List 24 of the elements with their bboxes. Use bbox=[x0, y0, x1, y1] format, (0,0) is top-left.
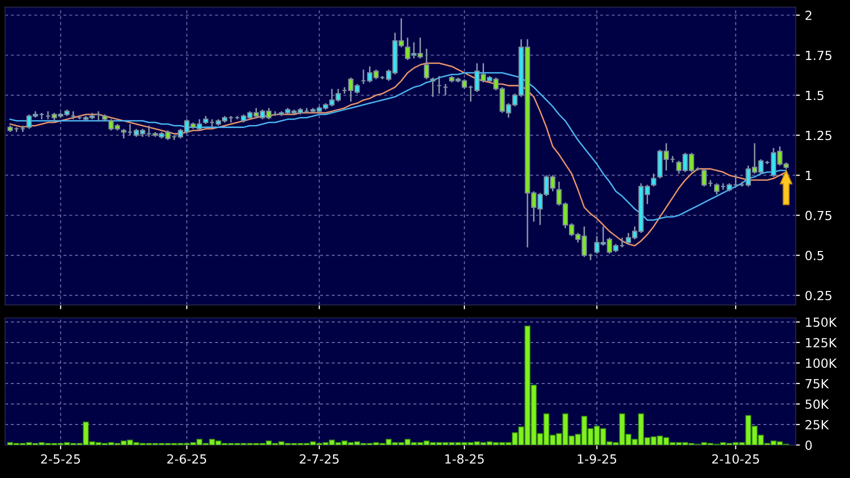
y-tick-label: 1 bbox=[806, 170, 812, 180]
x-tick-label: 2-5-25 bbox=[41, 454, 80, 464]
y-tick-label: 25K bbox=[806, 420, 829, 430]
x-tick-label: 2-6-25 bbox=[167, 454, 206, 464]
y-tick-label: 50K bbox=[806, 399, 829, 409]
x-tick-label: 2-10-25 bbox=[712, 454, 759, 464]
y-tick-label: 0 bbox=[805, 440, 812, 450]
x-tick-label: 1-9-25 bbox=[578, 454, 616, 464]
y-tick-label: 1.25 bbox=[806, 130, 832, 140]
y-tick-label: 0.75 bbox=[805, 210, 832, 220]
y-tick-label: 100K bbox=[806, 358, 837, 368]
y-tick-label: 75K bbox=[806, 379, 829, 388]
candlestick bbox=[424, 48, 430, 80]
y-tick-label: 125K bbox=[806, 338, 837, 348]
y-tick-label: 0.25 bbox=[805, 290, 832, 300]
x-tick-label: 2-7-25 bbox=[300, 454, 339, 464]
y-tick-label: 2 bbox=[806, 10, 812, 20]
y-tick-label: 0.5 bbox=[805, 250, 824, 260]
candlestick bbox=[430, 76, 436, 98]
candlestick bbox=[651, 172, 656, 188]
y-tick-label: 1.5 bbox=[806, 90, 824, 100]
y-tick-label: 150K bbox=[806, 317, 837, 327]
y-tick-label: 1.75 bbox=[806, 50, 832, 60]
x-tick-label: 1-8-25 bbox=[445, 454, 484, 464]
